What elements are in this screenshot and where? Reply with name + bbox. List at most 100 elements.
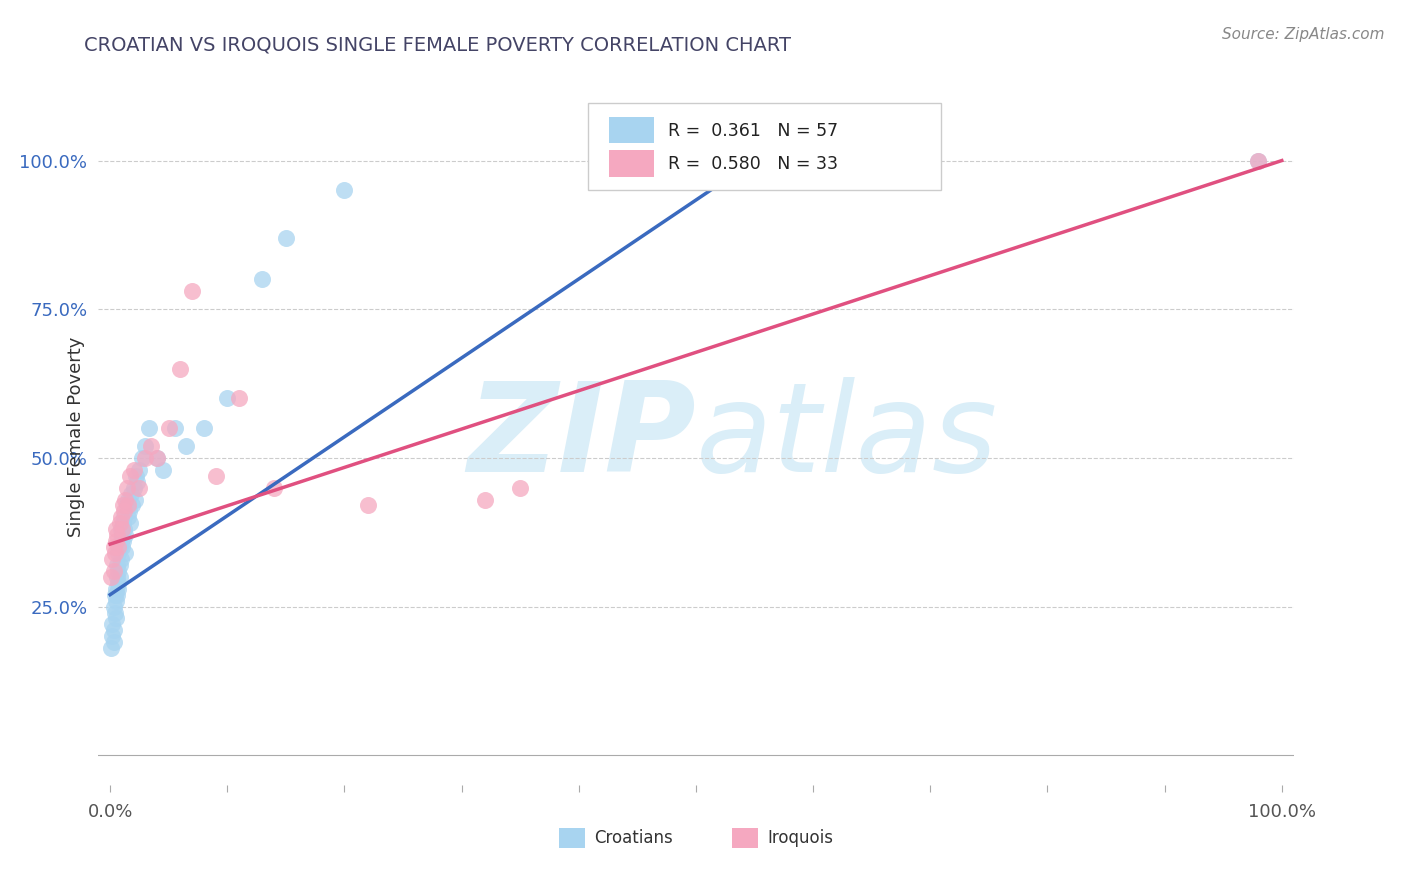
FancyBboxPatch shape xyxy=(589,103,941,190)
Point xyxy=(101,552,124,566)
FancyBboxPatch shape xyxy=(733,828,758,847)
Point xyxy=(274,231,297,245)
Point xyxy=(108,540,131,554)
Point xyxy=(120,468,141,483)
Point xyxy=(117,492,139,507)
Point xyxy=(163,421,186,435)
FancyBboxPatch shape xyxy=(609,151,654,177)
Point xyxy=(124,492,146,507)
Point xyxy=(101,617,124,632)
Point xyxy=(122,463,145,477)
Point xyxy=(117,499,139,513)
Point xyxy=(111,528,134,542)
Point xyxy=(103,540,125,554)
Point xyxy=(110,534,132,549)
Point xyxy=(134,439,156,453)
Point xyxy=(110,522,132,536)
Point xyxy=(114,528,136,542)
Point xyxy=(125,468,148,483)
Point xyxy=(141,439,163,453)
Point xyxy=(100,641,122,656)
Point xyxy=(1247,153,1270,168)
Point xyxy=(117,510,139,524)
Point xyxy=(111,540,134,554)
Point xyxy=(112,534,135,549)
Point xyxy=(105,570,128,584)
Point xyxy=(333,183,356,197)
Point xyxy=(114,546,136,560)
Point xyxy=(122,481,145,495)
Point xyxy=(108,570,131,584)
Point xyxy=(474,492,496,507)
Point xyxy=(217,392,239,406)
Point xyxy=(107,582,129,596)
Point xyxy=(105,593,128,607)
Point xyxy=(111,522,134,536)
Point xyxy=(108,516,131,531)
Text: Croatians: Croatians xyxy=(595,829,673,847)
Point xyxy=(228,392,250,406)
Point xyxy=(101,629,124,643)
Point xyxy=(152,463,174,477)
Point xyxy=(105,558,128,572)
Point xyxy=(146,450,169,465)
Point xyxy=(169,361,191,376)
Text: CROATIAN VS IROQUOIS SINGLE FEMALE POVERTY CORRELATION CHART: CROATIAN VS IROQUOIS SINGLE FEMALE POVER… xyxy=(84,36,792,54)
Point xyxy=(509,481,531,495)
Point xyxy=(204,468,226,483)
Point xyxy=(115,481,138,495)
Point xyxy=(107,546,129,560)
Point xyxy=(121,499,143,513)
Point xyxy=(114,492,136,507)
Text: R =  0.361   N = 57: R = 0.361 N = 57 xyxy=(668,122,838,140)
FancyBboxPatch shape xyxy=(609,117,654,144)
Point xyxy=(127,475,149,489)
Point xyxy=(112,504,135,518)
Point xyxy=(134,450,156,465)
Point xyxy=(357,499,380,513)
Point xyxy=(157,421,180,435)
Point xyxy=(112,516,135,531)
Point xyxy=(105,522,128,536)
Text: atlas: atlas xyxy=(696,376,998,498)
Point xyxy=(120,516,141,531)
Point xyxy=(138,421,160,435)
Point xyxy=(105,534,128,549)
Point xyxy=(105,528,128,542)
Point xyxy=(103,624,125,638)
Point xyxy=(252,272,274,286)
Point xyxy=(193,421,215,435)
Point xyxy=(115,499,138,513)
Point xyxy=(112,522,135,536)
Point xyxy=(120,486,142,500)
Point xyxy=(104,588,127,602)
Point xyxy=(174,439,197,453)
Point xyxy=(112,510,135,524)
Point xyxy=(103,635,125,649)
Point xyxy=(107,575,129,590)
Point xyxy=(107,540,129,554)
Point xyxy=(128,463,150,477)
Point xyxy=(146,450,169,465)
Point xyxy=(128,481,150,495)
Point xyxy=(1247,153,1270,168)
Point xyxy=(105,611,128,625)
Point xyxy=(112,499,135,513)
Y-axis label: Single Female Poverty: Single Female Poverty xyxy=(66,337,84,537)
Text: Iroquois: Iroquois xyxy=(768,829,834,847)
Point xyxy=(110,510,132,524)
Text: ZIP: ZIP xyxy=(467,376,696,498)
Point xyxy=(181,285,204,299)
Point xyxy=(105,588,128,602)
Point xyxy=(103,564,125,578)
Point xyxy=(110,552,132,566)
Point xyxy=(108,558,131,572)
Point xyxy=(107,564,129,578)
Text: R =  0.580   N = 33: R = 0.580 N = 33 xyxy=(668,155,838,173)
Point xyxy=(131,450,153,465)
Point xyxy=(100,570,122,584)
Point xyxy=(104,606,127,620)
Point xyxy=(103,599,125,614)
Text: Source: ZipAtlas.com: Source: ZipAtlas.com xyxy=(1222,27,1385,42)
Point xyxy=(263,481,285,495)
